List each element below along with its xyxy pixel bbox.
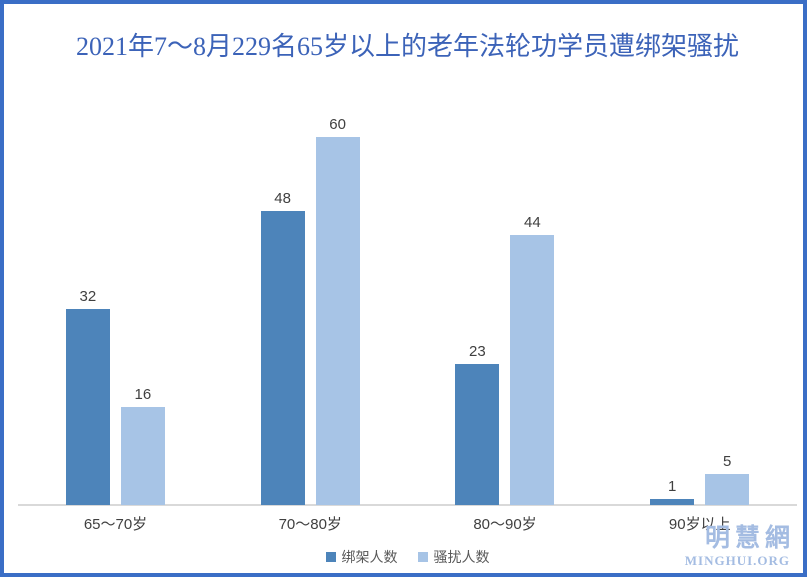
- legend-item-harassed: 骚扰人数: [417, 547, 490, 567]
- value-label-kidnapped-group1: 32: [79, 287, 97, 305]
- category-label-1: 65～70岁: [83, 516, 148, 533]
- value-label-kidnapped-group3: 23: [469, 343, 486, 360]
- bar-harassed-group2: [315, 137, 360, 505]
- legend-label-harassed: 骚扰人数: [433, 549, 490, 565]
- legend-swatch-harassed: [417, 552, 428, 562]
- legend-swatch-kidnapped: [325, 552, 336, 562]
- watermark-cjk-text: 明慧網: [704, 525, 795, 552]
- category-label-3: 80～90岁: [473, 516, 537, 533]
- bar-kidnapped-group2: [260, 210, 305, 505]
- legend-item-kidnapped: 绑架人数: [325, 547, 398, 567]
- value-label-harassed-group2: 60: [329, 116, 346, 134]
- x-axis-line: [18, 504, 797, 506]
- value-label-kidnapped-group4: 1: [667, 477, 677, 495]
- chart-legend: 绑架人数 骚扰人数: [4, 547, 807, 567]
- bar-kidnapped-group1: [65, 308, 110, 505]
- value-label-harassed-group4: 5: [722, 453, 732, 471]
- value-label-kidnapped-group2: 48: [274, 189, 291, 207]
- bar-harassed-group4: [705, 474, 750, 505]
- bar-harassed-group1: [120, 406, 165, 505]
- category-label-4: 90岁以上: [668, 516, 731, 533]
- value-label-harassed-group3: 44: [524, 214, 541, 232]
- legend-label-kidnapped: 绑架人数: [341, 549, 398, 565]
- value-label-harassed-group1: 16: [134, 385, 152, 403]
- category-label-2: 70～80岁: [278, 516, 342, 533]
- bar-chart: 65～70岁 32 16 70～80岁 48 60 80～90岁 23 44 90岁以上 1 5: [4, 4, 807, 581]
- watermark-latin-text: MINGHUI.ORG: [684, 553, 790, 568]
- bar-harassed-group3: [510, 235, 555, 505]
- chart-title: 2021年7～8月229名65岁以上的老年法轮功学员遭绑架骚扰: [75, 32, 739, 61]
- bar-kidnapped-group3: [455, 364, 500, 505]
- bar-kidnapped-group4: [650, 498, 695, 505]
- minghui-watermark: 明慧網 MINGHUI.ORG: [685, 526, 790, 567]
